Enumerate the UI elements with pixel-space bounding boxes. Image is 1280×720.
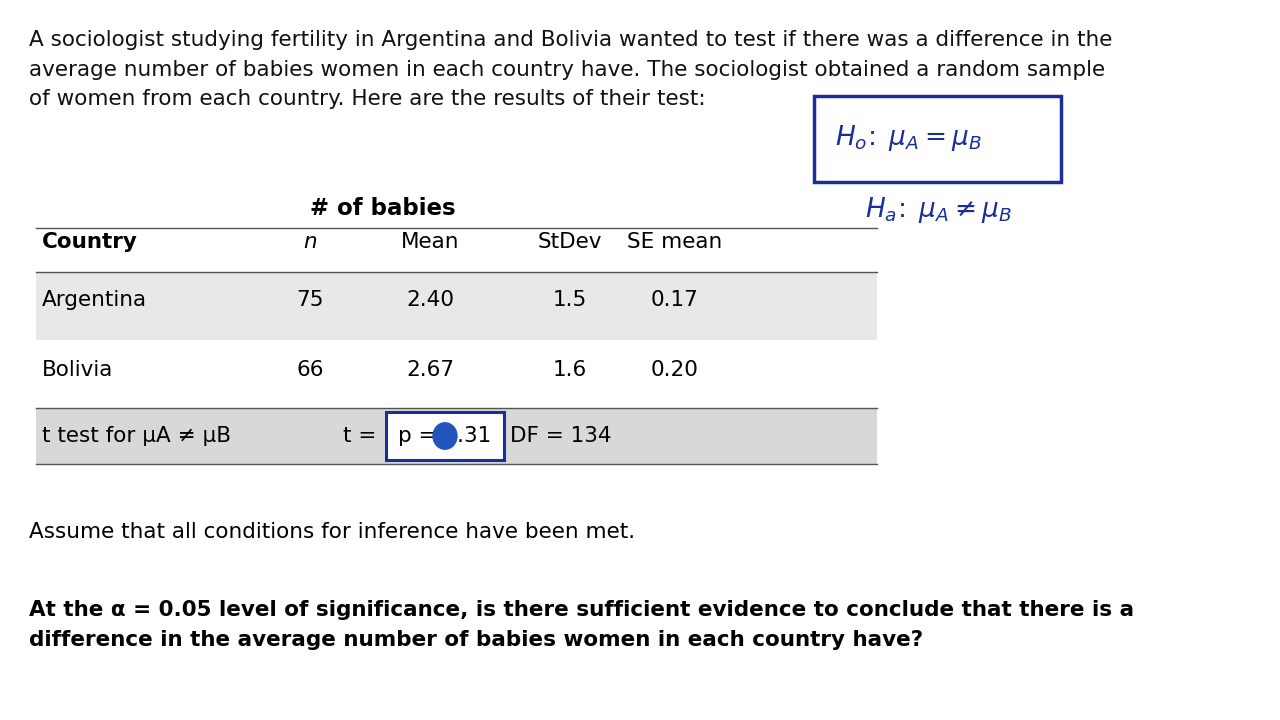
FancyBboxPatch shape xyxy=(387,412,504,460)
Text: Bolivia: Bolivia xyxy=(42,360,114,380)
Text: Mean: Mean xyxy=(401,232,460,252)
Text: Argentina: Argentina xyxy=(42,290,147,310)
Text: $H_o\!:\; \mu_A = \mu_B$: $H_o\!:\; \mu_A = \mu_B$ xyxy=(836,122,982,153)
Text: 1.6: 1.6 xyxy=(553,360,588,380)
FancyBboxPatch shape xyxy=(814,96,1061,181)
Text: SE mean: SE mean xyxy=(627,232,723,252)
Text: 0.17: 0.17 xyxy=(652,290,699,310)
FancyBboxPatch shape xyxy=(36,408,877,464)
FancyBboxPatch shape xyxy=(36,272,877,340)
Text: p = 0.31: p = 0.31 xyxy=(398,426,492,446)
Text: 75: 75 xyxy=(296,290,324,310)
Text: # of babies: # of babies xyxy=(310,197,456,220)
Text: t = −1.03: t = −1.03 xyxy=(343,426,449,446)
Text: Assume that all conditions for inference have been met.: Assume that all conditions for inference… xyxy=(29,522,636,542)
Text: At the α = 0.05 level of significance, is there sufficient evidence to conclude : At the α = 0.05 level of significance, i… xyxy=(29,600,1134,649)
Text: StDev: StDev xyxy=(538,232,603,252)
Text: t test for μA ≠ μB: t test for μA ≠ μB xyxy=(42,426,230,446)
Text: 2.40: 2.40 xyxy=(406,290,454,310)
Text: 2.67: 2.67 xyxy=(406,360,454,380)
Text: $H_a\!:\; \mu_A \neq \mu_B$: $H_a\!:\; \mu_A \neq \mu_B$ xyxy=(865,195,1011,225)
Text: A sociologist studying fertility in Argentina and Bolivia wanted to test if ther: A sociologist studying fertility in Arge… xyxy=(29,30,1112,109)
Text: 66: 66 xyxy=(296,360,324,380)
Ellipse shape xyxy=(433,423,457,449)
Text: 1.5: 1.5 xyxy=(553,290,588,310)
Text: DF = 134: DF = 134 xyxy=(509,426,612,446)
Text: 0.20: 0.20 xyxy=(652,360,699,380)
Text: Country: Country xyxy=(42,232,138,252)
Text: n: n xyxy=(303,232,317,252)
